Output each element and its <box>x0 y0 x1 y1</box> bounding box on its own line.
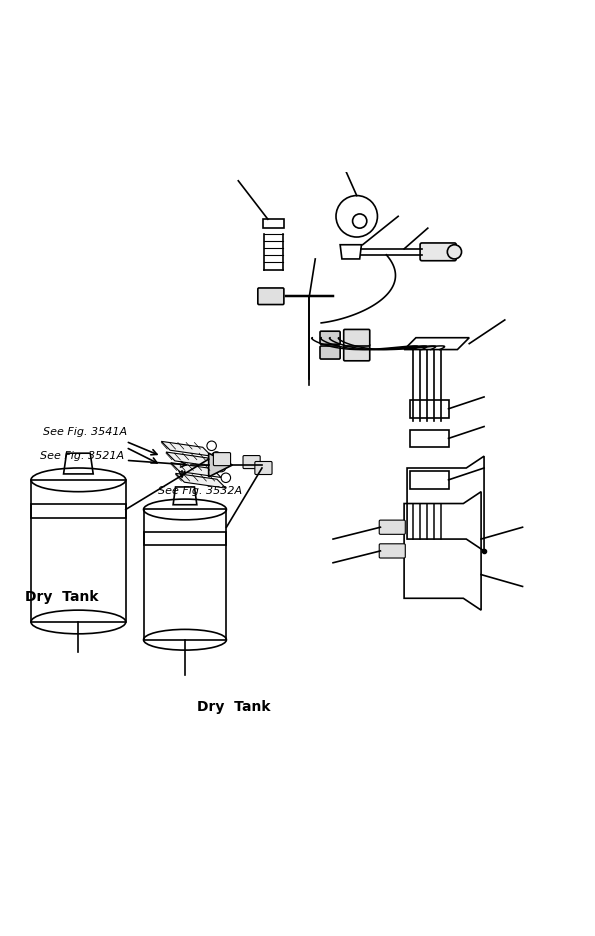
Polygon shape <box>171 462 221 477</box>
FancyBboxPatch shape <box>379 544 405 558</box>
FancyBboxPatch shape <box>255 461 272 475</box>
FancyBboxPatch shape <box>214 453 231 465</box>
FancyBboxPatch shape <box>344 344 369 360</box>
FancyBboxPatch shape <box>344 329 369 346</box>
FancyBboxPatch shape <box>258 288 284 304</box>
Circle shape <box>447 244 462 259</box>
Text: Dry  Tank: Dry Tank <box>25 591 99 605</box>
FancyBboxPatch shape <box>243 456 260 469</box>
Text: See Fig. 3532A: See Fig. 3532A <box>158 486 242 496</box>
FancyBboxPatch shape <box>379 520 405 534</box>
FancyBboxPatch shape <box>320 346 340 359</box>
Polygon shape <box>161 442 212 456</box>
Text: Dry  Tank: Dry Tank <box>197 700 270 714</box>
Polygon shape <box>209 453 233 476</box>
FancyBboxPatch shape <box>320 331 340 344</box>
FancyBboxPatch shape <box>420 243 456 261</box>
Text: See Fig. 3521A: See Fig. 3521A <box>40 451 124 461</box>
Text: See Fig. 3541A: See Fig. 3541A <box>43 428 127 437</box>
Polygon shape <box>176 474 226 489</box>
Polygon shape <box>166 452 217 467</box>
